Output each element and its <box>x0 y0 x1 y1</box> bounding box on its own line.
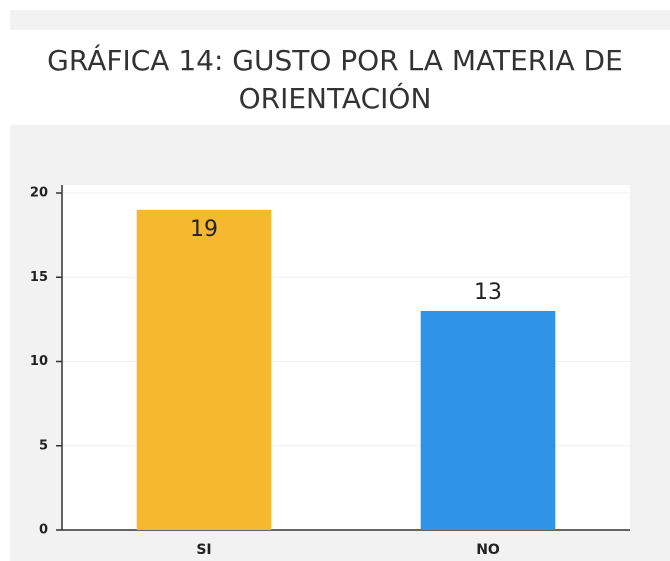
y-tick-label: 10 <box>30 354 48 369</box>
bar <box>136 209 272 530</box>
y-tick-label: 15 <box>30 270 48 285</box>
bar <box>420 310 556 530</box>
top-band <box>10 10 670 30</box>
x-tick-label: NO <box>476 542 500 558</box>
y-tick-label: 5 <box>39 438 48 453</box>
chart-title: GRÁFICA 14: GUSTO POR LA MATERIA DE ORIE… <box>47 44 623 115</box>
x-tick-label: SI <box>196 542 211 558</box>
data-label: 19 <box>190 217 218 242</box>
y-tick-label: 0 <box>39 523 48 538</box>
y-tick-label: 20 <box>30 186 48 201</box>
data-label: 13 <box>474 280 502 305</box>
